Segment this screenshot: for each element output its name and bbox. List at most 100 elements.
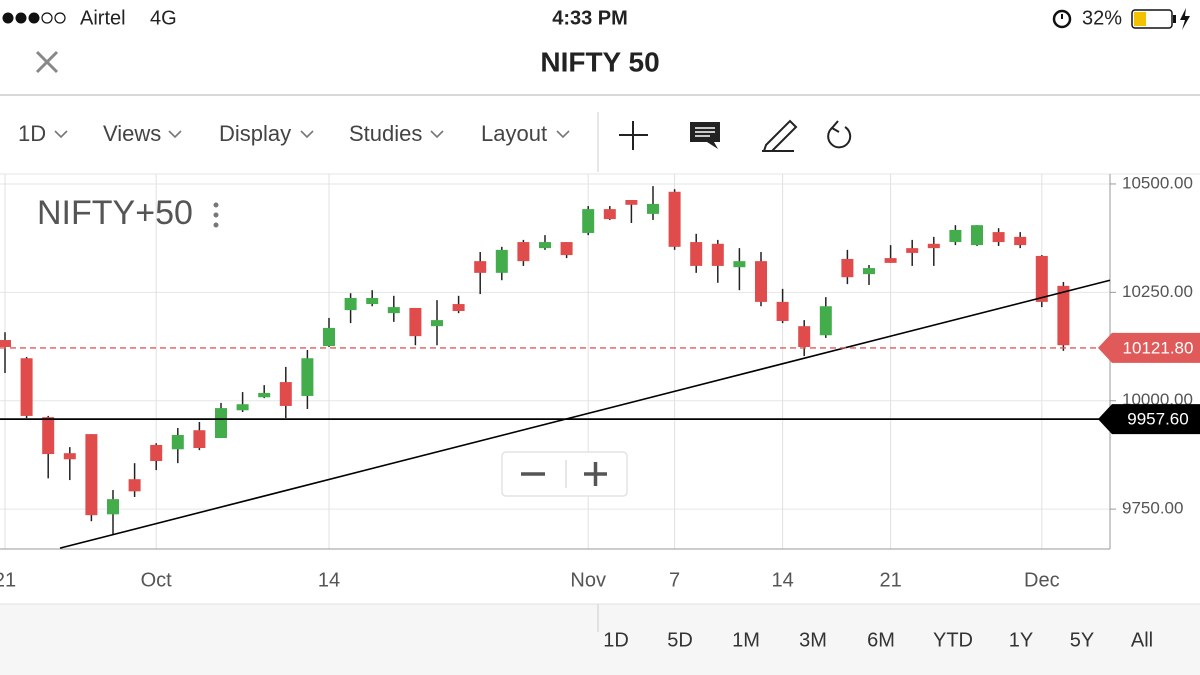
candle-body bbox=[841, 258, 854, 278]
candle-body bbox=[647, 203, 659, 214]
x-tick-label: Oct bbox=[141, 569, 173, 591]
candle-body bbox=[560, 242, 573, 256]
toolbar-item[interactable]: Views bbox=[103, 121, 161, 146]
y-tick-label: 9750.00 bbox=[1122, 499, 1183, 518]
candle-body bbox=[539, 242, 551, 249]
range-option[interactable]: 5Y bbox=[1070, 629, 1094, 651]
range-bar bbox=[0, 604, 1200, 675]
range-option[interactable]: 3M bbox=[799, 629, 827, 651]
toolbar-item[interactable]: 1D bbox=[18, 121, 46, 146]
candle-body bbox=[63, 453, 76, 460]
candle-body bbox=[150, 444, 163, 461]
candle-body bbox=[366, 297, 379, 305]
comment-icon[interactable] bbox=[690, 122, 720, 149]
candle-body bbox=[107, 499, 119, 515]
candle-body bbox=[690, 242, 703, 266]
candle-body bbox=[85, 434, 98, 516]
candle-body bbox=[755, 261, 767, 302]
x-tick-label: 21 bbox=[879, 569, 901, 591]
plot: 9750.0010000.0010250.0010500.0021Oct14No… bbox=[0, 173, 1200, 591]
battery-icon bbox=[1131, 8, 1190, 30]
candle-body bbox=[582, 209, 595, 233]
candle-body bbox=[863, 268, 875, 275]
candle-body bbox=[949, 229, 962, 243]
alarm-icon bbox=[1052, 9, 1072, 29]
candle-body bbox=[193, 430, 206, 448]
candle-body bbox=[301, 358, 314, 396]
candle-body bbox=[1035, 255, 1048, 302]
range-option[interactable]: 6M bbox=[867, 629, 895, 651]
price-tag bbox=[1098, 404, 1200, 435]
x-tick-label: 14 bbox=[318, 569, 340, 591]
network: 4G bbox=[150, 7, 177, 29]
range-option[interactable]: All bbox=[1131, 629, 1153, 651]
signal bbox=[2, 12, 66, 24]
candle-body bbox=[215, 408, 227, 439]
candle-body bbox=[668, 191, 681, 247]
add-icon[interactable] bbox=[619, 121, 648, 150]
draw-icon[interactable] bbox=[762, 119, 798, 152]
candle-body bbox=[625, 200, 638, 205]
x-tick-label: Dec bbox=[1024, 569, 1060, 591]
range-items: 1D 5D 1M 3M 6M YTD 1Y 5Y All bbox=[603, 629, 1153, 651]
page-title: NIFTY 50 bbox=[540, 46, 659, 77]
candle-body bbox=[431, 320, 443, 327]
candle-body bbox=[452, 304, 465, 311]
candle-body bbox=[344, 297, 357, 311]
y-tick-label: 10500.00 bbox=[1122, 173, 1193, 192]
candle-body bbox=[927, 243, 940, 249]
candle-body bbox=[884, 258, 897, 263]
clock: 4:33 PM bbox=[552, 7, 628, 29]
candle-body bbox=[776, 301, 789, 321]
chevrons bbox=[54, 130, 570, 139]
candle-body bbox=[409, 307, 422, 337]
candle-body bbox=[798, 326, 811, 347]
trendline bbox=[59, 279, 1111, 549]
candle-body bbox=[279, 382, 292, 406]
candle-body bbox=[474, 261, 487, 273]
range-option[interactable]: YTD bbox=[933, 629, 973, 651]
x-tick-label: 14 bbox=[771, 569, 793, 591]
candle-body bbox=[711, 243, 724, 266]
candle-body bbox=[517, 242, 530, 262]
candle-body bbox=[0, 340, 11, 347]
x-tick-label: 7 bbox=[669, 569, 680, 591]
range-option[interactable]: 1Y bbox=[1009, 629, 1033, 651]
range-option[interactable]: 5D bbox=[667, 629, 693, 651]
candle-body bbox=[323, 327, 335, 347]
zoom-in[interactable] bbox=[584, 462, 607, 486]
candle-body bbox=[819, 306, 832, 336]
candle-body bbox=[20, 358, 33, 416]
reset-icon[interactable] bbox=[827, 120, 852, 149]
price-tag-label: 10121.80 bbox=[1123, 338, 1194, 357]
close-button[interactable] bbox=[35, 50, 59, 74]
toolbar-item[interactable]: Layout bbox=[481, 121, 547, 146]
battery-percent: 32% bbox=[1082, 7, 1122, 29]
chart-symbol: NIFTY+50 bbox=[37, 194, 193, 232]
candle-body bbox=[42, 417, 55, 455]
candle-body bbox=[258, 392, 271, 398]
candle-body bbox=[236, 404, 249, 411]
candle-body bbox=[1014, 236, 1027, 246]
candle-body bbox=[603, 209, 616, 220]
candle-body bbox=[495, 249, 508, 273]
candle-body bbox=[128, 479, 141, 492]
toolbar: 1D Views Display Studies Layout bbox=[18, 112, 852, 172]
toolbar-item[interactable]: Display bbox=[219, 121, 291, 146]
range-option[interactable]: 1D bbox=[603, 629, 629, 651]
x-tick-label: 21 bbox=[0, 569, 16, 591]
y-tick-label: 10250.00 bbox=[1122, 282, 1193, 301]
candle-body bbox=[971, 225, 983, 246]
toolbar-item[interactable]: Studies bbox=[349, 121, 422, 146]
candle-body bbox=[992, 232, 1005, 243]
price-tag-label: 9957.60 bbox=[1127, 410, 1188, 429]
x-tick-label: Nov bbox=[570, 569, 606, 591]
candle-body bbox=[733, 261, 746, 268]
candle-body bbox=[171, 434, 184, 450]
menu-dots[interactable] bbox=[213, 202, 219, 228]
price-tag bbox=[1098, 332, 1200, 363]
range-option[interactable]: 1M bbox=[732, 629, 760, 651]
candle-body bbox=[387, 307, 400, 314]
